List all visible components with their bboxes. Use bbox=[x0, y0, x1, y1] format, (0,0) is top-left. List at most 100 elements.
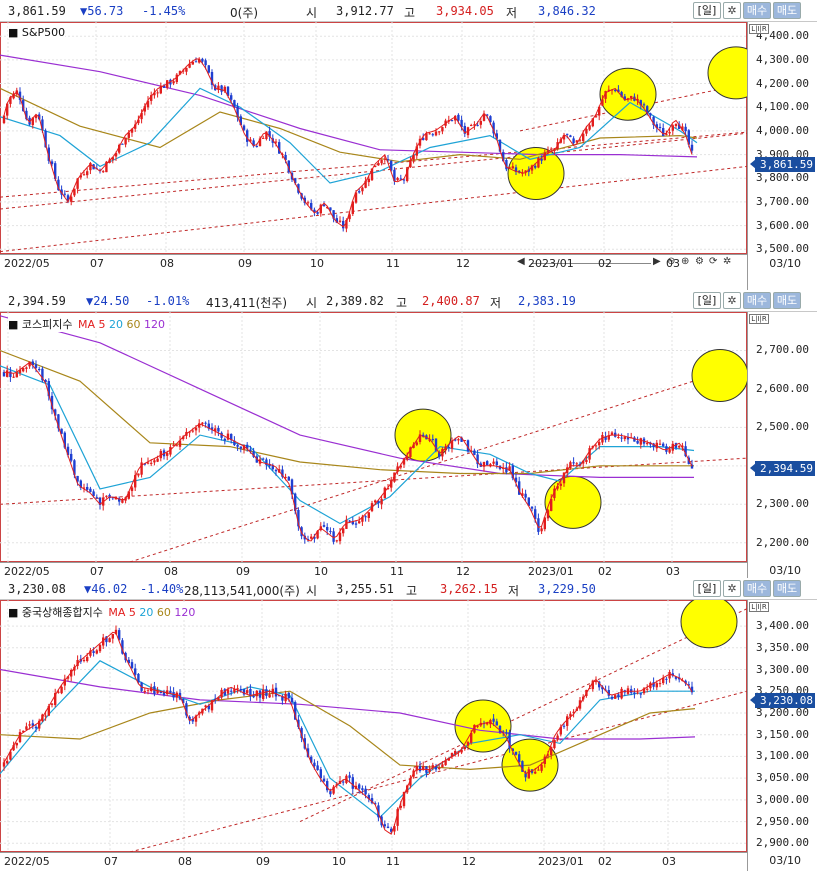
candle-body bbox=[150, 95, 153, 101]
candle-body bbox=[322, 778, 326, 782]
lir-toggle[interactable]: L|I|R bbox=[749, 24, 769, 34]
sell-button[interactable]: 매도 bbox=[773, 580, 801, 597]
lir-toggle[interactable]: L|I|R bbox=[749, 314, 769, 324]
candle-body bbox=[153, 460, 156, 463]
period-button[interactable]: [일] bbox=[693, 292, 721, 309]
candle bbox=[338, 216, 342, 223]
gear-icon[interactable]: ✲ bbox=[723, 292, 741, 309]
candle bbox=[6, 365, 9, 378]
high: 3,262.15 bbox=[440, 582, 498, 596]
chart-title: ■ 중국상해종합지수 MA 5 20 60 120 bbox=[8, 604, 196, 620]
candle bbox=[41, 366, 44, 383]
candle-body bbox=[287, 160, 290, 173]
candle-body bbox=[287, 476, 290, 481]
candle-body bbox=[290, 479, 294, 495]
candle bbox=[159, 82, 162, 95]
candle-body bbox=[614, 89, 617, 91]
left-arrow-icon[interactable]: ◀ bbox=[517, 256, 525, 267]
candle-body bbox=[422, 766, 425, 770]
candle bbox=[668, 446, 671, 454]
settings-icon[interactable]: ⚙ bbox=[695, 256, 704, 267]
zoom-out-icon[interactable]: ⊖ bbox=[667, 256, 676, 267]
candle-body bbox=[130, 487, 134, 492]
candle-body bbox=[486, 723, 489, 725]
chart-area[interactable]: ■ S&P500 4,400.00 4,300.00 4,200.00 4,100.0… bbox=[0, 22, 817, 290]
candle-body bbox=[534, 509, 537, 520]
candle-body bbox=[434, 438, 438, 451]
candle-body bbox=[591, 118, 594, 127]
candle-body bbox=[268, 131, 271, 137]
candle-body bbox=[514, 477, 518, 483]
candle-body bbox=[204, 60, 207, 66]
candle-body bbox=[358, 784, 361, 789]
candle-body bbox=[201, 58, 204, 62]
candle-body bbox=[290, 697, 294, 703]
candle bbox=[329, 527, 332, 535]
candle-body bbox=[204, 705, 207, 708]
candle-body bbox=[66, 195, 70, 202]
candle-body bbox=[428, 769, 431, 772]
candle-body bbox=[47, 147, 50, 161]
candle bbox=[594, 444, 598, 451]
x-axis: ◀ ▶ ⊖ ⊕ ⚙ ⟳ ✲ 2022/05 07 08 09 10 11 12 2023/01… bbox=[0, 254, 747, 270]
candle-body bbox=[86, 486, 89, 490]
candle bbox=[662, 442, 665, 448]
price-chart-svg[interactable] bbox=[0, 600, 747, 852]
candle-body bbox=[358, 521, 361, 524]
options-icon[interactable]: ✲ bbox=[723, 256, 732, 267]
buy-button[interactable]: 매수 bbox=[743, 580, 771, 597]
candle-body bbox=[492, 718, 495, 722]
zoom-in-icon[interactable]: ⊕ bbox=[681, 256, 690, 267]
sell-button[interactable]: 매도 bbox=[773, 292, 801, 309]
zoom-bar[interactable]: ◀ ▶ ⊖ ⊕ ⚙ ⟳ ✲ bbox=[517, 255, 747, 271]
right-arrow-icon[interactable]: ▶ bbox=[653, 256, 661, 267]
candle bbox=[566, 714, 569, 731]
candle-body bbox=[668, 449, 671, 453]
reset-icon[interactable]: ⟳ bbox=[709, 256, 718, 267]
candle-body bbox=[332, 786, 335, 794]
candle bbox=[466, 740, 470, 751]
candle-body bbox=[620, 437, 623, 439]
candle-body bbox=[668, 132, 671, 134]
open: 2,389.82 bbox=[326, 294, 384, 308]
candle bbox=[236, 102, 239, 122]
candle-body bbox=[335, 540, 338, 542]
sell-button[interactable]: 매도 bbox=[773, 2, 801, 19]
candle-body bbox=[639, 693, 642, 695]
lir-toggle[interactable]: L|I|R bbox=[749, 602, 769, 612]
buy-button[interactable]: 매수 bbox=[743, 292, 771, 309]
highlight-circle bbox=[680, 600, 738, 649]
ma120-line bbox=[0, 315, 694, 478]
zoom-slider[interactable] bbox=[531, 263, 651, 264]
candle bbox=[530, 164, 534, 175]
period-button[interactable]: [일] bbox=[693, 2, 721, 19]
candle-body bbox=[268, 694, 271, 698]
price-chart-svg[interactable] bbox=[0, 312, 747, 562]
candle bbox=[569, 134, 572, 138]
buy-button[interactable]: 매수 bbox=[743, 2, 771, 19]
candle-body bbox=[246, 690, 249, 694]
gear-icon[interactable]: ✲ bbox=[723, 580, 741, 597]
candle bbox=[326, 206, 329, 210]
candle bbox=[505, 729, 508, 736]
gear-icon[interactable]: ✲ bbox=[723, 2, 741, 19]
candle-body bbox=[38, 369, 41, 371]
period-button[interactable]: [일] bbox=[693, 580, 721, 597]
candle-body bbox=[210, 427, 214, 431]
candle bbox=[57, 413, 60, 432]
price-chart-svg[interactable] bbox=[0, 22, 747, 254]
candle bbox=[223, 85, 226, 93]
candle-body bbox=[678, 124, 681, 129]
candle-body bbox=[361, 788, 364, 790]
candle-body bbox=[585, 128, 588, 134]
chart-area[interactable]: ■ 코스피지수 MA 5 20 60 120 2,700.00 2,600.00 2… bbox=[0, 312, 817, 578]
chart-area[interactable]: ■ 중국상해종합지수 MA 5 20 60 120 3,400.00 3,350.… bbox=[0, 600, 817, 871]
candle bbox=[652, 115, 655, 130]
candle bbox=[217, 82, 220, 94]
candle bbox=[290, 693, 294, 704]
candle-body bbox=[207, 65, 210, 73]
candle-body bbox=[348, 214, 351, 220]
candle-body bbox=[73, 460, 76, 475]
candle-body bbox=[121, 499, 124, 503]
candle-body bbox=[409, 447, 412, 457]
